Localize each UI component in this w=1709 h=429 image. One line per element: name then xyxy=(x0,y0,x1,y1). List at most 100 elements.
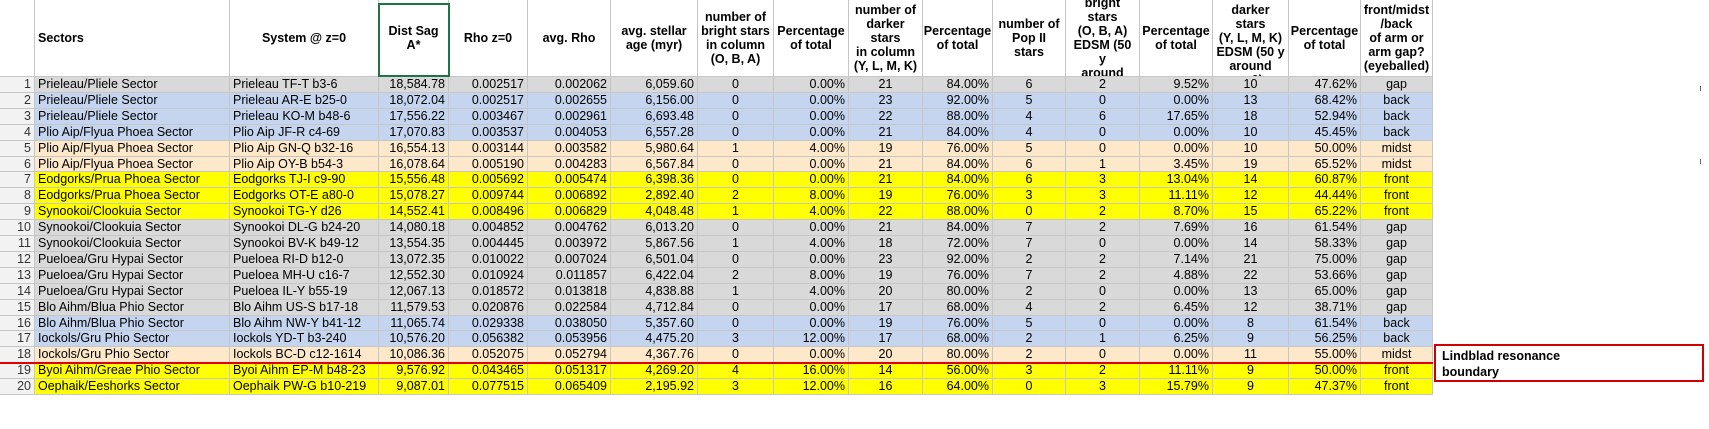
row-number[interactable]: 18 xyxy=(0,347,35,363)
cell-pos[interactable]: gap xyxy=(1361,220,1433,236)
cell-system[interactable]: Synookoi BV-K b49-12 xyxy=(230,236,379,252)
cell-dist[interactable]: 16,078.64 xyxy=(379,157,449,172)
cell-system[interactable]: Iockols YD-T b3-240 xyxy=(230,331,379,347)
cell-avg-rho[interactable]: 0.006829 xyxy=(528,204,611,220)
cell-bright-pct[interactable]: 0.00% xyxy=(774,77,849,93)
cell-darker[interactable]: 18 xyxy=(849,236,923,252)
cell-rho[interactable]: 0.043465 xyxy=(449,363,528,379)
header-edsm-darker-pct[interactable]: Percentage of total xyxy=(1289,0,1361,77)
cell-age[interactable]: 5,867.56 xyxy=(611,236,698,252)
cell-system[interactable]: Synookoi DL-G b24-20 xyxy=(230,220,379,236)
cell-avg-rho[interactable]: 0.004053 xyxy=(528,125,611,141)
cell-bright-pct[interactable]: 0.00% xyxy=(774,300,849,316)
cell-eb[interactable]: 3 xyxy=(1066,188,1140,204)
header-rho[interactable]: Rho z=0 xyxy=(449,0,528,77)
cell-rho[interactable]: 0.005190 xyxy=(449,157,528,172)
cell-eb[interactable]: 3 xyxy=(1066,172,1140,188)
cell-dist[interactable]: 13,554.35 xyxy=(379,236,449,252)
cell-system[interactable]: Plio Aip OY-B b54-3 xyxy=(230,157,379,172)
cell-sector[interactable]: Eodgorks/Prua Phoea Sector xyxy=(35,188,230,204)
cell-darker-pct[interactable]: 76.00% xyxy=(923,316,993,331)
cell-sector[interactable]: Pueloea/Gru Hypai Sector xyxy=(35,268,230,284)
cell-bright-pct[interactable]: 0.00% xyxy=(774,252,849,268)
cell-bright-pct[interactable]: 0.00% xyxy=(774,172,849,188)
cell-pos[interactable]: gap xyxy=(1361,268,1433,284)
cell-rho[interactable]: 0.002517 xyxy=(449,77,528,93)
cell-system[interactable]: Pueloea IL-Y b55-19 xyxy=(230,284,379,300)
cell-pop2[interactable]: 0 xyxy=(993,204,1066,220)
cell-ed[interactable]: 16 xyxy=(1213,220,1289,236)
cell-eb-pct[interactable]: 0.00% xyxy=(1140,125,1213,141)
cell-darker-pct[interactable]: 84.00% xyxy=(923,125,993,141)
header-system[interactable]: System @ z=0 xyxy=(230,0,379,77)
cell-eb-pct[interactable]: 11.11% xyxy=(1140,363,1213,379)
cell-system[interactable]: Eodgorks OT-E a80-0 xyxy=(230,188,379,204)
row-number[interactable]: 1 xyxy=(0,77,35,93)
cell-darker-pct[interactable]: 84.00% xyxy=(923,220,993,236)
cell-pop2[interactable]: 5 xyxy=(993,93,1066,109)
row-number[interactable]: 5 xyxy=(0,141,35,157)
cell-bright-pct[interactable]: 4.00% xyxy=(774,284,849,300)
cell-ed[interactable]: 9 xyxy=(1213,331,1289,347)
header-bright[interactable]: number of bright stars in column (O, B, … xyxy=(698,0,774,77)
cell-eb[interactable]: 2 xyxy=(1066,268,1140,284)
cell-eb[interactable]: 2 xyxy=(1066,220,1140,236)
cell-dist[interactable]: 18,072.04 xyxy=(379,93,449,109)
cell-eb[interactable]: 1 xyxy=(1066,331,1140,347)
cell-eb[interactable]: 0 xyxy=(1066,347,1140,363)
cell-bright[interactable]: 3 xyxy=(698,331,774,347)
cell-rho[interactable]: 0.018572 xyxy=(449,284,528,300)
cell-darker[interactable]: 22 xyxy=(849,109,923,125)
cell-avg-rho[interactable]: 0.052794 xyxy=(528,347,611,363)
cell-age[interactable]: 6,398.36 xyxy=(611,172,698,188)
cell-pos[interactable]: front xyxy=(1361,379,1433,395)
cell-ed[interactable]: 9 xyxy=(1213,379,1289,395)
cell-bright-pct[interactable]: 8.00% xyxy=(774,188,849,204)
cell-sector[interactable]: Eodgorks/Prua Phoea Sector xyxy=(35,172,230,188)
cell-darker[interactable]: 23 xyxy=(849,252,923,268)
cell-bright[interactable]: 2 xyxy=(698,188,774,204)
cell-pop2[interactable]: 2 xyxy=(993,252,1066,268)
cell-darker[interactable]: 16 xyxy=(849,379,923,395)
cell-ed-pct[interactable]: 65.00% xyxy=(1289,284,1361,300)
cell-system[interactable]: Eodgorks TJ-I c9-90 xyxy=(230,172,379,188)
header-edsm-bright[interactable]: number of bright stars (O, B, A) EDSM (5… xyxy=(1066,0,1140,77)
cell-sector[interactable]: Pueloea/Gru Hypai Sector xyxy=(35,284,230,300)
header-row-num[interactable] xyxy=(0,0,35,77)
cell-darker[interactable]: 20 xyxy=(849,347,923,363)
cell-darker-pct[interactable]: 68.00% xyxy=(923,331,993,347)
cell-ed-pct[interactable]: 47.62% xyxy=(1289,77,1361,93)
cell-system[interactable]: Oephaik PW-G b10-219 xyxy=(230,379,379,395)
cell-pop2[interactable]: 3 xyxy=(993,188,1066,204)
cell-eb[interactable]: 0 xyxy=(1066,141,1140,157)
cell-sector[interactable]: Blo Aihm/Blua Phio Sector xyxy=(35,316,230,331)
cell-rho[interactable]: 0.003467 xyxy=(449,109,528,125)
cell-system[interactable]: Synookoi TG-Y d26 xyxy=(230,204,379,220)
cell-system[interactable]: Iockols BC-D c12-1614 xyxy=(230,347,379,363)
row-number[interactable]: 17 xyxy=(0,331,35,347)
cell-ed-pct[interactable]: 68.42% xyxy=(1289,93,1361,109)
cell-bright-pct[interactable]: 12.00% xyxy=(774,379,849,395)
cell-pop2[interactable]: 5 xyxy=(993,316,1066,331)
cell-rho[interactable]: 0.010924 xyxy=(449,268,528,284)
cell-eb[interactable]: 6 xyxy=(1066,109,1140,125)
cell-ed-pct[interactable]: 58.33% xyxy=(1289,236,1361,252)
cell-dist[interactable]: 17,556.22 xyxy=(379,109,449,125)
cell-darker[interactable]: 21 xyxy=(849,172,923,188)
row-number[interactable]: 6 xyxy=(0,157,35,172)
cell-darker[interactable]: 23 xyxy=(849,93,923,109)
cell-rho[interactable]: 0.009744 xyxy=(449,188,528,204)
cell-bright[interactable]: 0 xyxy=(698,252,774,268)
lindblad-annotation-box[interactable]: Lindblad resonance boundary xyxy=(1434,344,1704,382)
cell-sector[interactable]: Pueloea/Gru Hypai Sector xyxy=(35,252,230,268)
cell-system[interactable]: Pueloea RI-D b12-0 xyxy=(230,252,379,268)
cell-dist[interactable]: 11,065.74 xyxy=(379,316,449,331)
header-pop2[interactable]: number of Pop II stars xyxy=(993,0,1066,77)
cell-pos[interactable]: back xyxy=(1361,316,1433,331)
cell-system[interactable]: Prieleau AR-E b25-0 xyxy=(230,93,379,109)
cell-darker-pct[interactable]: 76.00% xyxy=(923,188,993,204)
cell-ed[interactable]: 8 xyxy=(1213,316,1289,331)
cell-rho[interactable]: 0.003144 xyxy=(449,141,528,157)
cell-dist[interactable]: 18,584.78 xyxy=(379,77,449,93)
cell-age[interactable]: 4,838.88 xyxy=(611,284,698,300)
